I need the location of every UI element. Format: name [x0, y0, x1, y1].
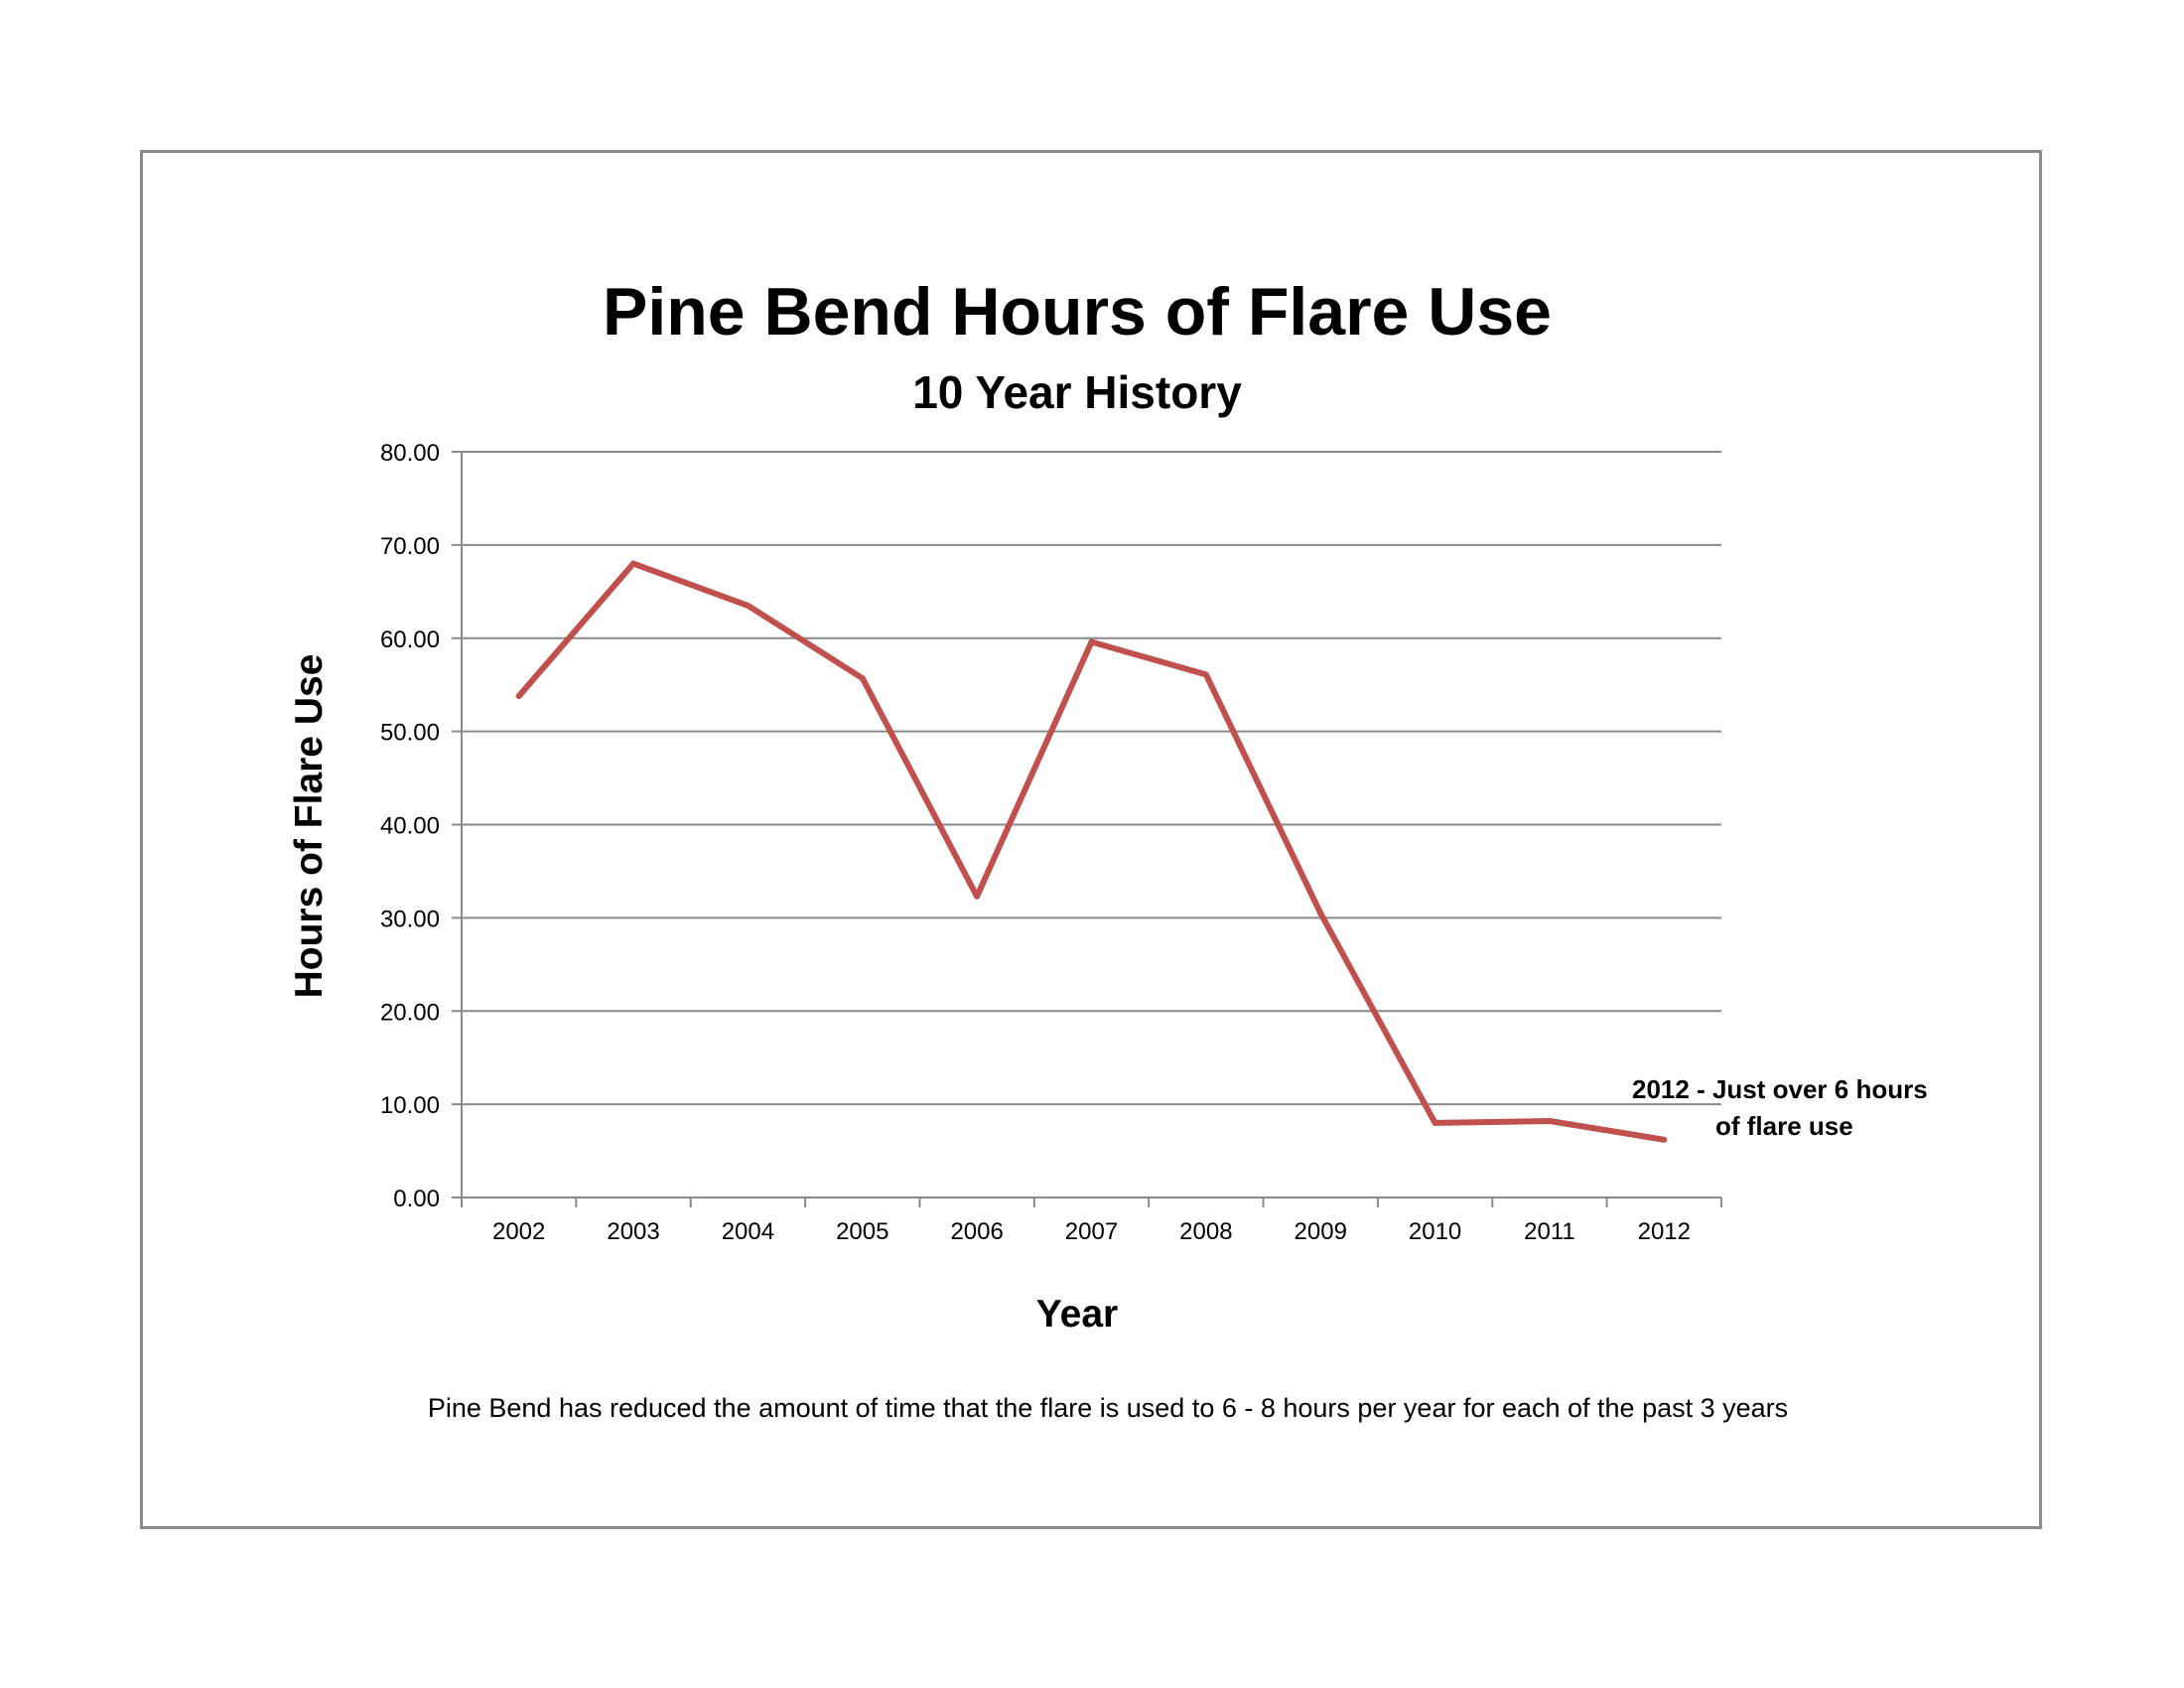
data-point-2006	[974, 893, 981, 900]
y-tick-label: 40.00	[380, 813, 440, 840]
x-tick-label: 2007	[1065, 1218, 1118, 1245]
data-point-2004	[745, 602, 751, 609]
x-tick-label: 2006	[950, 1218, 1003, 1245]
chart-title: Pine Bend Hours of Flare Use	[603, 274, 1552, 350]
annotation-line-1: 2012 - Just over 6 hours	[1632, 1074, 1928, 1104]
y-tick-label: 30.00	[380, 906, 440, 932]
data-point-2005	[859, 675, 866, 682]
tick-labels: 0.00 10.00 20.00 30.00 40.00 50.00 60.00 70.00 8…	[380, 440, 1691, 1245]
x-axis-label: Year	[1036, 1293, 1118, 1336]
x-tick-label: 2002	[492, 1218, 545, 1245]
data-point-2007	[1088, 638, 1095, 645]
x-tick-label: 2009	[1295, 1218, 1347, 1245]
x-tick-label: 2004	[722, 1218, 774, 1245]
y-tick-label: 20.00	[380, 999, 440, 1026]
y-tick-label: 70.00	[380, 533, 440, 560]
data-point-2002	[515, 692, 522, 699]
x-tick-label: 2003	[607, 1218, 659, 1245]
data-point-2011	[1546, 1118, 1553, 1125]
data-point-2003	[630, 560, 637, 567]
gridlines	[462, 451, 1721, 1106]
series-layer	[515, 560, 1668, 1143]
x-tick-label: 2012	[1638, 1218, 1691, 1245]
annotation-line-2: of flare use	[1715, 1111, 1853, 1141]
y-axis-label: Hours of Flare Use	[288, 654, 331, 999]
series-line-0	[515, 560, 1668, 1143]
chart-footnote: Pine Bend has reduced the amount of time…	[428, 1393, 1788, 1423]
axes	[452, 451, 1722, 1207]
x-tick-label: 2005	[836, 1218, 888, 1245]
chart-subtitle: 10 Year History	[912, 366, 1242, 418]
y-tick-label: 0.00	[393, 1186, 440, 1212]
y-tick-label: 60.00	[380, 627, 440, 653]
y-tick-label: 80.00	[380, 440, 440, 467]
x-tick-label: 2010	[1409, 1218, 1461, 1245]
y-tick-label: 10.00	[380, 1092, 440, 1119]
chart-frame	[140, 150, 2042, 1529]
x-tick-label: 2011	[1524, 1218, 1575, 1245]
y-tick-label: 50.00	[380, 720, 440, 747]
data-point-2010	[1432, 1119, 1438, 1126]
x-tick-label: 2008	[1179, 1218, 1232, 1245]
data-point-2009	[1317, 910, 1324, 916]
data-point-2012	[1661, 1136, 1668, 1143]
data-point-2008	[1202, 671, 1209, 678]
